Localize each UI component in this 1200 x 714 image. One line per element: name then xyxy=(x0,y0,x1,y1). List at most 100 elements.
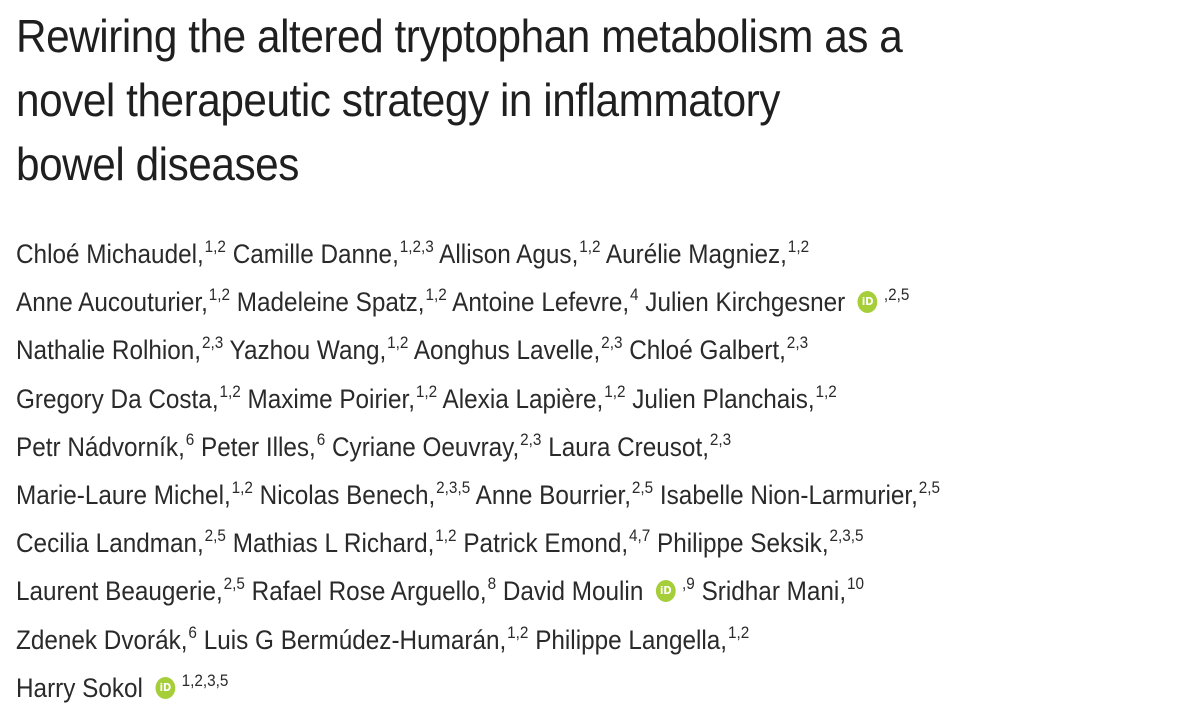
author-name: David Moulin xyxy=(502,576,644,607)
affiliation-superscript: 8 xyxy=(487,574,497,594)
author: Patrick Emond,4,7 xyxy=(463,526,651,559)
affiliation-superscript: 6 xyxy=(188,622,197,642)
author-line: Nathalie Rolhion,2,3 Yazhou Wang,1,2 Aon… xyxy=(16,328,1078,376)
author: Gregory Da Costa,1,2 xyxy=(16,381,241,414)
author-name: Nicolas Benech, xyxy=(259,480,436,511)
author-name: Antoine Lefevre, xyxy=(452,287,630,318)
author-line: Zdenek Dvorák,6 Luis G Bermúdez-Humarán,… xyxy=(16,618,1078,666)
author-line: Anne Aucouturier,1,2 Madeleine Spatz,1,2… xyxy=(16,280,1078,328)
affiliation-superscript: 4,7 xyxy=(629,526,651,546)
author-name: Laura Creusot, xyxy=(548,431,709,462)
author: Luis G Bermúdez-Humarán,1,2 xyxy=(203,622,529,655)
orcid-icon[interactable]: iD xyxy=(857,291,878,314)
author: Philippe Seksik,2,3,5 xyxy=(657,526,863,558)
affiliation-superscript: 1,2 xyxy=(219,381,241,401)
title-line: Rewiring the altered tryptophan metaboli… xyxy=(16,10,903,62)
author: Isabelle Nion-Larmurier,2,5 xyxy=(660,478,941,510)
author-name: Luis G Bermúdez-Humarán, xyxy=(203,624,507,655)
author-name: Harry Sokol xyxy=(16,672,143,703)
author: Peter Illes,6 xyxy=(201,429,326,462)
author-name: Maxime Poirier, xyxy=(247,383,415,414)
author-name: Peter Illes, xyxy=(201,431,316,462)
author: Nicolas Benech,2,3,5 xyxy=(259,478,471,511)
author-line: Cecilia Landman,2,5 Mathias L Richard,1,… xyxy=(16,521,1078,569)
author: Zdenek Dvorák,6 xyxy=(16,622,197,655)
author-name: Petr Nádvorník, xyxy=(16,431,185,462)
affiliation-superscript: 1,2 xyxy=(208,285,231,305)
author-name: Julien Planchais, xyxy=(632,383,815,414)
author: Maxime Poirier,1,2 xyxy=(247,381,438,414)
author: Laura Creusot,2,3 xyxy=(548,429,732,462)
author-line: Petr Nádvorník, 6 Peter Illes,6 Cyriane O… xyxy=(16,425,1078,473)
author-line: Chloé Michaudel,1,2 Camille Danne,1,2,3 … xyxy=(16,232,1078,280)
author: Anne Aucouturier,1,2 xyxy=(16,285,231,318)
author: Philippe Langella,1,2 xyxy=(535,623,749,655)
author: Nathalie Rolhion,2,3 xyxy=(16,333,224,365)
title-line: bowel diseases xyxy=(16,138,299,190)
author-name: Chloé Michaudel, xyxy=(16,239,204,269)
author: Cyriane Oeuvray,2,3 xyxy=(331,430,541,462)
author: Aonghus Lavelle,2,3 xyxy=(413,333,623,366)
author-name: Philippe Langella, xyxy=(535,624,728,655)
author: Julien Kirchgesner iD ,2,5 xyxy=(645,285,909,317)
author-name: Yazhou Wang, xyxy=(229,335,387,366)
author-name: Anne Aucouturier, xyxy=(16,287,208,318)
author-name: Cyriane Oeuvray, xyxy=(331,431,520,462)
article-header: Rewiring the altered tryptophan metaboli… xyxy=(16,4,1196,703)
author-name: Madeleine Spatz, xyxy=(236,287,425,318)
article-title: Rewiring the altered tryptophan metaboli… xyxy=(16,4,1010,196)
affiliation-superscript: 1,2 xyxy=(579,237,601,256)
affiliation-superscript: 2,5 xyxy=(204,526,226,546)
affiliation-superscript: 1,2 xyxy=(507,622,529,642)
author-name: Camille Danne, xyxy=(232,239,399,269)
author-name: Aonghus Lavelle, xyxy=(413,335,601,366)
orcid-icon[interactable]: iD xyxy=(655,580,676,603)
author: Chloé Galbert,2,3 xyxy=(629,333,809,366)
author-name: Sridhar Mani, xyxy=(701,576,847,607)
author-name: Aurélie Magniez, xyxy=(605,239,787,269)
author: David Moulin iD ,9 xyxy=(502,574,695,607)
author-line: Gregory Da Costa,1,2 Maxime Poirier,1,2 … xyxy=(16,377,1078,425)
affiliation-superscript: 4 xyxy=(630,285,639,305)
author-name: Cecilia Landman, xyxy=(16,528,204,559)
author: Mathias L Richard,1,2 xyxy=(233,526,457,558)
author-name: Chloé Galbert, xyxy=(629,335,786,366)
orcid-icon[interactable]: iD xyxy=(155,676,176,699)
affiliation-superscript: 1,2,3,5 xyxy=(181,670,229,690)
author: Camille Danne,1,2,3 xyxy=(232,237,434,269)
affiliation-superscript: 2,3 xyxy=(601,333,623,353)
author-name: Allison Agus, xyxy=(439,239,579,269)
author-name: Laurent Beaugerie, xyxy=(16,576,223,607)
affiliation-superscript: 1,2 xyxy=(435,526,457,546)
affiliation-superscript: 1,2 xyxy=(815,381,837,401)
affiliation-superscript: 1,2 xyxy=(604,381,626,401)
author-name: Gregory Da Costa, xyxy=(16,383,219,414)
author-name: Marie-Laure Michel, xyxy=(16,480,231,511)
author: Chloé Michaudel,1,2 xyxy=(16,237,226,269)
affiliation-superscript: ,9 xyxy=(682,574,695,594)
author: Laurent Beaugerie,2,5 xyxy=(16,574,245,607)
affiliation-superscript: 1,2 xyxy=(204,237,226,256)
author: Aurélie Magniez,1,2 xyxy=(605,237,810,269)
affiliation-superscript: 2,5 xyxy=(223,574,245,594)
author-name: Anne Bourrier, xyxy=(475,480,631,511)
author: Allison Agus,1,2 xyxy=(439,237,601,269)
author: Rafael Rose Arguello,8 xyxy=(252,574,497,606)
author: Marie-Laure Michel,1,2 xyxy=(16,478,253,511)
author-name: Patrick Emond, xyxy=(463,528,629,559)
affiliation-superscript: 2,3 xyxy=(786,333,809,353)
affiliation-superscript: 1,2 xyxy=(425,285,447,305)
author-line: Marie-Laure Michel,1,2 Nicolas Benech,2,… xyxy=(16,473,1078,521)
affiliation-superscript: 1,2 xyxy=(387,333,409,353)
affiliation-superscript: 1,2 xyxy=(415,381,438,401)
author: Antoine Lefevre,4 xyxy=(452,285,639,318)
affiliation-superscript: 2,5 xyxy=(918,478,941,498)
affiliation-superscript: 2,3 xyxy=(201,333,224,353)
author-list: Chloé Michaudel,1,2 Camille Danne,1,2,3 … xyxy=(16,232,1196,714)
title-line: novel therapeutic strategy in inflammato… xyxy=(16,74,780,126)
affiliation-superscript: 2,5 xyxy=(631,478,654,498)
affiliation-superscript: 1,2 xyxy=(787,237,810,256)
author: Harry Sokol iD 1,2,3,5 xyxy=(16,670,229,703)
affiliation-superscript: 2,3 xyxy=(709,429,732,449)
affiliation-superscript: 6 xyxy=(316,429,326,449)
